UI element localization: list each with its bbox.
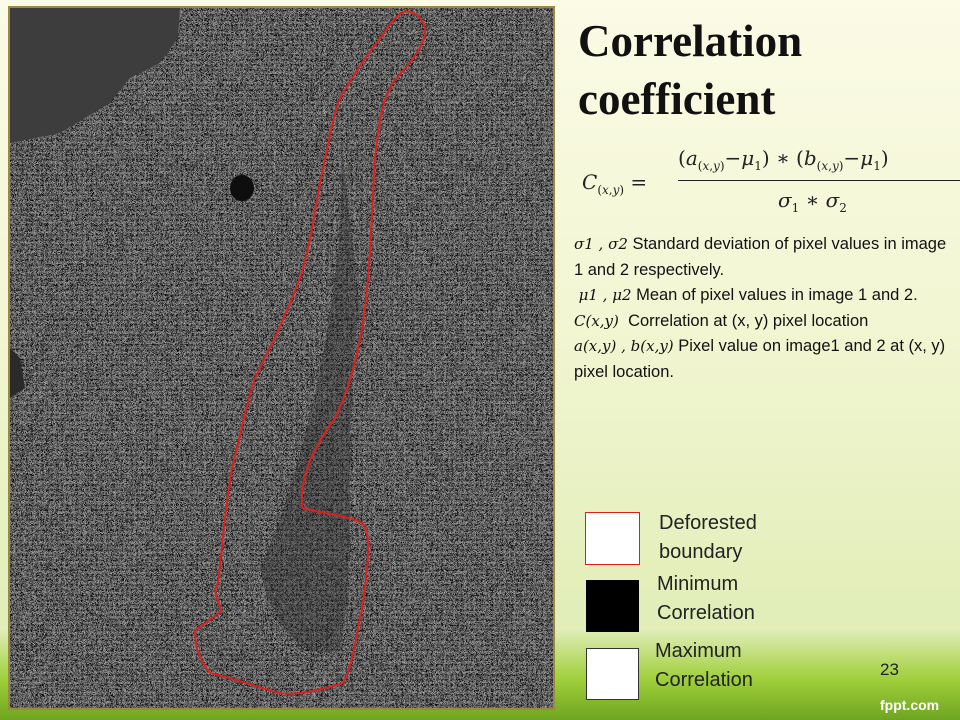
deforested-boundary-outline [193,9,426,695]
no-data-region [10,8,180,143]
title-line-2: coefficient [578,74,776,124]
low-correlation-blob [230,175,254,201]
legend-label-min: Minimum Correlation [657,573,755,624]
definition-sigma: σ1 , σ2 Standard deviation of pixel valu… [574,232,956,283]
definition-text: Pixel value on image1 and 2 at (x, y) pi… [574,337,946,381]
title-line-1: Correlation [578,16,803,66]
definition-text: Mean of pixel values in image 1 and 2. [636,286,918,304]
fraction-bar [678,180,960,181]
legend-swatch-min [586,580,639,632]
legend-label-boundary: Deforested boundary [659,512,757,563]
correlation-map-svg [10,8,553,708]
definition-mu: μ1 , μ2 Mean of pixel values in image 1 … [574,283,956,309]
definition-ab: a(x,y) , b(x,y) Pixel value on image1 an… [574,334,956,385]
correlation-map-image [8,6,555,710]
definition-symbol: C(x,y) [574,311,619,330]
formula-lhs: C(x,y) = [582,170,648,197]
correlation-formula: C(x,y) = (a(x,y)−μ1) ∗ (b(x,y)−μ1) σ1 ∗ … [582,142,960,222]
definition-symbol: a(x,y) , b(x,y) [574,337,674,355]
definition-symbol: σ1 , σ2 [574,235,628,253]
legend-label-max: Maximum Correlation [655,640,753,691]
definition-text: Standard deviation of pixel values in im… [574,235,947,279]
slide-title: Correlation coefficient [578,12,948,128]
formula-denominator: σ1 ∗ σ2 [778,188,847,215]
map-noise [10,8,553,708]
definition-symbol: μ1 , μ2 [578,286,632,304]
legend-swatch-max [586,648,639,700]
definition-c: C(x,y) Correlation at (x, y) pixel locat… [574,309,956,335]
page-number: 23 [880,660,899,679]
formula-numerator: (a(x,y)−μ1) ∗ (b(x,y)−μ1) [678,146,889,173]
symbol-definitions: σ1 , σ2 Standard deviation of pixel valu… [574,232,956,385]
dark-patch [10,348,25,398]
dark-deforested-area [260,128,360,654]
brand-watermark: fppt.com [880,697,940,713]
definition-text: Correlation at (x, y) pixel location [628,311,869,330]
legend-swatch-boundary [585,512,640,565]
